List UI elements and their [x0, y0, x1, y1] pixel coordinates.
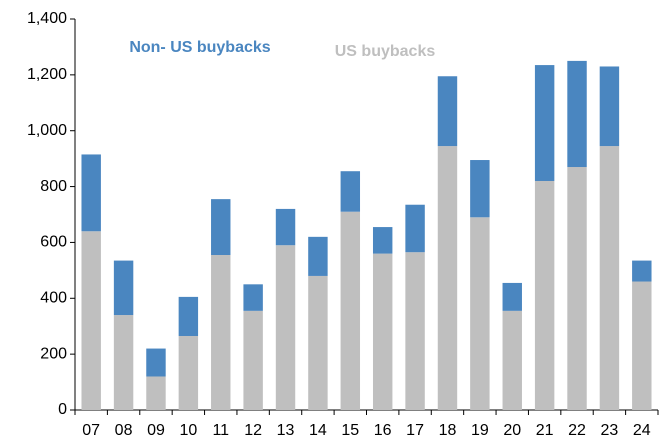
- bar-segment: [146, 376, 166, 410]
- bar-segment: [437, 76, 458, 147]
- bar-segment: [502, 282, 522, 311]
- x-tick-label: 11: [212, 422, 229, 439]
- x-tick-label: 19: [471, 422, 489, 439]
- y-tick-label: 800: [40, 178, 67, 195]
- x-tick-label: 09: [147, 422, 165, 439]
- bar-segment: [308, 236, 328, 276]
- y-tick-label: 1,400: [27, 10, 67, 27]
- x-tick-label: 08: [115, 422, 133, 439]
- bar-segment: [599, 66, 620, 147]
- bar-segment: [243, 310, 263, 410]
- x-tick-label: 07: [82, 422, 100, 439]
- bar-segment: [308, 275, 328, 410]
- bar-segment: [340, 171, 361, 212]
- bar-segment: [275, 245, 296, 410]
- x-tick-label: 23: [601, 422, 619, 439]
- bar-segment: [405, 204, 425, 253]
- x-tick-label: 21: [536, 422, 554, 439]
- bar-segment: [534, 180, 555, 410]
- bar-segment: [146, 348, 166, 377]
- bar-segment: [470, 217, 490, 410]
- x-tick-label: 13: [277, 422, 295, 439]
- bar-segment: [470, 160, 490, 218]
- bar-segment: [405, 252, 425, 410]
- y-tick-label: 0: [58, 401, 67, 418]
- bar-segment: [340, 211, 361, 410]
- bar-segment: [567, 60, 587, 168]
- y-tick-label: 200: [40, 345, 67, 362]
- x-tick-label: 14: [309, 422, 327, 439]
- bar-segment: [632, 260, 652, 282]
- x-tick-label: 16: [374, 422, 392, 439]
- bar-segment: [211, 199, 231, 255]
- x-tick-label: 22: [568, 422, 586, 439]
- y-tick-label: 400: [40, 290, 67, 307]
- bar-segment: [372, 253, 393, 410]
- bar-segment: [372, 227, 393, 254]
- bar-segment: [567, 167, 587, 410]
- x-tick-label: 15: [341, 422, 359, 439]
- bar-segment: [178, 335, 199, 410]
- bar-segment: [275, 208, 296, 246]
- x-tick-label: 10: [179, 422, 197, 439]
- bar-segment: [211, 254, 231, 410]
- bar-segment: [632, 281, 652, 410]
- x-tick-label: 24: [633, 422, 651, 439]
- bar-segment: [81, 154, 101, 232]
- y-tick-label: 1,200: [27, 66, 67, 83]
- bar-segment: [113, 315, 134, 410]
- bar-segment: [437, 146, 458, 410]
- x-tick-label: 12: [244, 422, 262, 439]
- bar-segment: [599, 146, 620, 410]
- legend-entry: US buybacks: [335, 43, 436, 60]
- bar-segment: [502, 310, 522, 410]
- y-tick-label: 600: [40, 234, 67, 251]
- bar-segment: [113, 260, 134, 316]
- bar-segment: [81, 231, 101, 410]
- bar-segment: [243, 284, 263, 311]
- bar-segment: [534, 65, 555, 181]
- x-tick-label: 20: [503, 422, 521, 439]
- y-tick-label: 1,000: [27, 122, 67, 139]
- bar-segment: [178, 296, 199, 336]
- legend-entry: Non- US buybacks: [129, 39, 270, 56]
- x-tick-label: 17: [406, 422, 424, 439]
- x-tick-label: 18: [439, 422, 457, 439]
